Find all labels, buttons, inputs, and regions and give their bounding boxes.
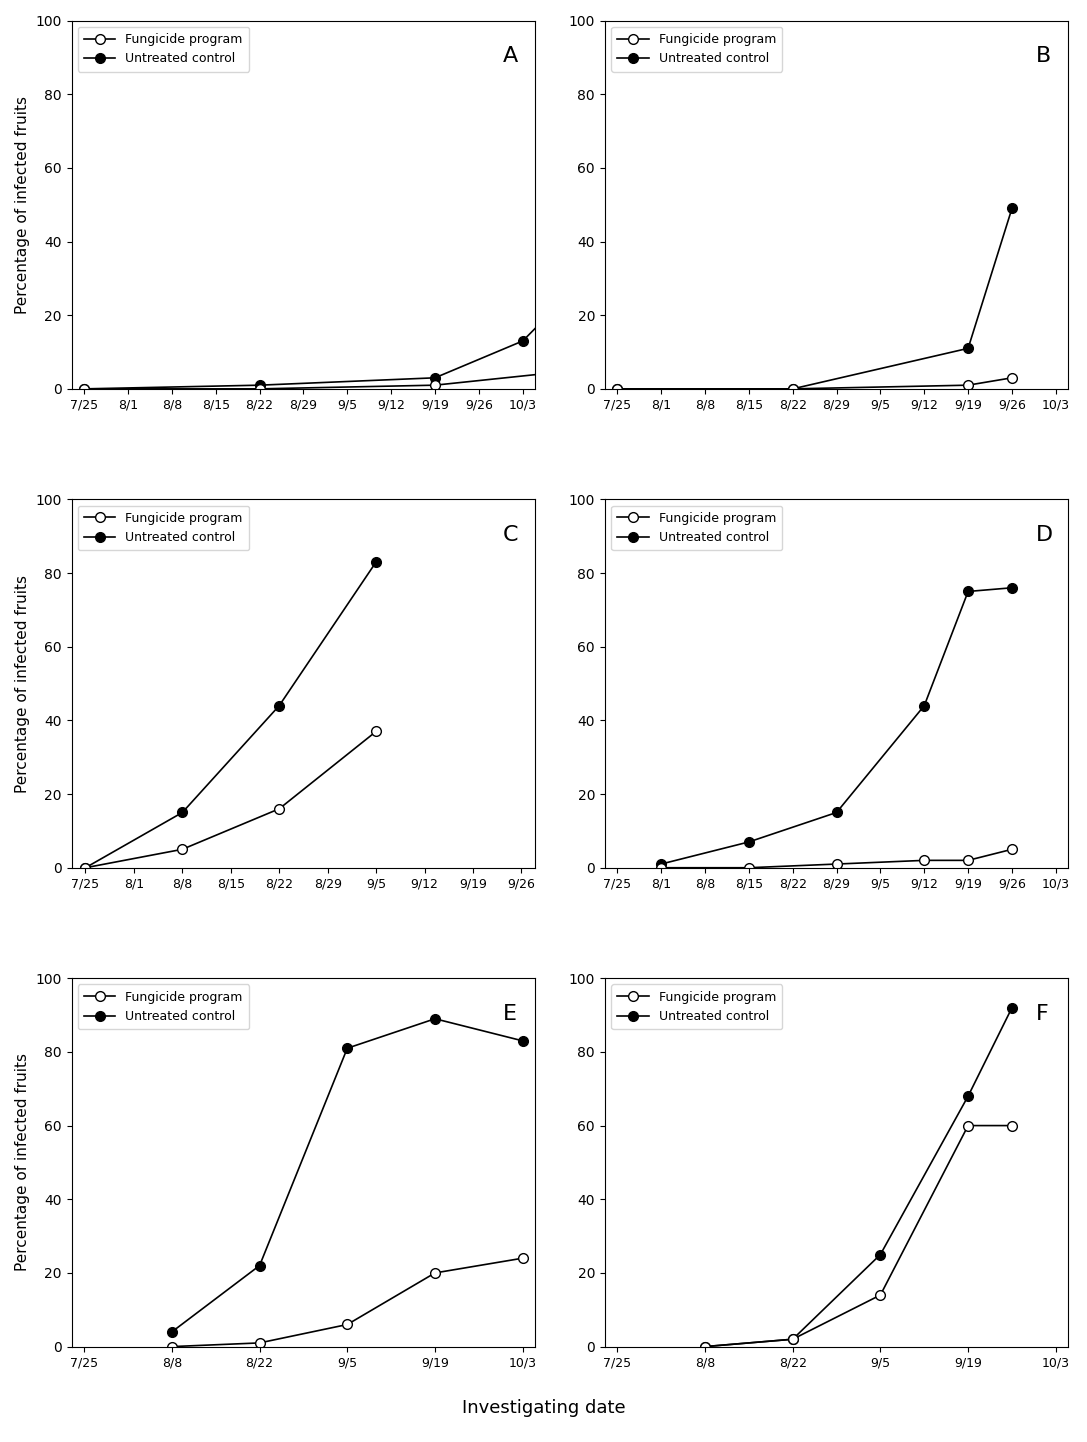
Untreated control (516, 332, 529, 349)
Untreated control (742, 833, 755, 851)
Fungicide program (786, 1331, 799, 1348)
Fungicide program (1005, 1118, 1019, 1135)
Legend: Fungicide program, Untreated control: Fungicide program, Untreated control (78, 985, 249, 1030)
Fungicide program (340, 1317, 353, 1334)
Line: Untreated control: Untreated control (700, 1002, 1016, 1351)
Y-axis label: Percentage of infected fruits: Percentage of infected fruits (15, 574, 30, 793)
Untreated control (77, 381, 90, 398)
Line: Untreated control: Untreated control (167, 1014, 527, 1337)
Untreated control (428, 369, 441, 386)
Fungicide program (742, 859, 755, 877)
Line: Untreated control: Untreated control (612, 203, 1016, 394)
Line: Fungicide program: Fungicide program (612, 373, 1016, 394)
Untreated control (428, 1009, 441, 1027)
Fungicide program (428, 1265, 441, 1282)
Untreated control (962, 1087, 975, 1105)
Text: Investigating date: Investigating date (462, 1399, 625, 1417)
Untreated control (786, 1331, 799, 1348)
Legend: Fungicide program, Untreated control: Fungicide program, Untreated control (611, 985, 783, 1030)
Fungicide program (253, 381, 266, 398)
Fungicide program (273, 800, 286, 818)
Fungicide program (604, 358, 617, 375)
Untreated control (611, 381, 624, 398)
Line: Fungicide program: Fungicide program (657, 845, 1016, 872)
Untreated control (370, 554, 383, 571)
Fungicide program (962, 376, 975, 394)
Fungicide program (77, 381, 90, 398)
Text: E: E (503, 1004, 516, 1024)
Fungicide program (165, 1338, 178, 1355)
Fungicide program (370, 722, 383, 740)
Legend: Fungicide program, Untreated control: Fungicide program, Untreated control (78, 27, 249, 72)
Untreated control (253, 1257, 266, 1275)
Untreated control (962, 583, 975, 600)
Fungicide program (1005, 841, 1019, 858)
Untreated control (340, 1040, 353, 1057)
Untreated control (699, 1338, 712, 1355)
Fungicide program (79, 859, 92, 877)
Line: Fungicide program: Fungicide program (167, 1253, 527, 1351)
Fungicide program (699, 1338, 712, 1355)
Untreated control (253, 376, 266, 394)
Line: Fungicide program: Fungicide program (80, 727, 380, 872)
Line: Untreated control: Untreated control (80, 557, 380, 872)
Untreated control (962, 340, 975, 358)
Y-axis label: Percentage of infected fruits: Percentage of infected fruits (15, 1054, 30, 1272)
Text: B: B (1036, 46, 1051, 66)
Fungicide program (253, 1334, 266, 1351)
Fungicide program (917, 852, 930, 870)
Fungicide program (428, 376, 441, 394)
Fungicide program (176, 841, 189, 858)
Untreated control (786, 381, 799, 398)
Untreated control (1005, 580, 1019, 597)
Untreated control (874, 1246, 887, 1263)
Untreated control (917, 696, 930, 714)
Line: Untreated control: Untreated control (79, 248, 615, 394)
Untreated control (165, 1324, 178, 1341)
Text: D: D (1036, 525, 1053, 545)
Fungicide program (611, 381, 624, 398)
Line: Fungicide program: Fungicide program (79, 362, 615, 394)
Legend: Fungicide program, Untreated control: Fungicide program, Untreated control (611, 506, 783, 551)
Fungicide program (830, 855, 844, 872)
Untreated control (273, 696, 286, 714)
Fungicide program (654, 859, 667, 877)
Fungicide program (962, 1118, 975, 1135)
Fungicide program (874, 1286, 887, 1304)
Text: C: C (503, 525, 518, 545)
Line: Untreated control: Untreated control (657, 583, 1016, 870)
Fungicide program (786, 381, 799, 398)
Untreated control (79, 859, 92, 877)
Legend: Fungicide program, Untreated control: Fungicide program, Untreated control (78, 506, 249, 551)
Untreated control (1005, 999, 1019, 1017)
Untreated control (654, 855, 667, 872)
Fungicide program (516, 1250, 529, 1268)
Legend: Fungicide program, Untreated control: Fungicide program, Untreated control (611, 27, 783, 72)
Untreated control (516, 1032, 529, 1050)
Text: F: F (1036, 1004, 1049, 1024)
Untreated control (1005, 199, 1019, 216)
Line: Fungicide program: Fungicide program (700, 1120, 1016, 1351)
Untreated control (604, 244, 617, 261)
Fungicide program (1005, 369, 1019, 386)
Untreated control (830, 803, 844, 820)
Text: A: A (503, 46, 518, 66)
Untreated control (176, 803, 189, 820)
Fungicide program (962, 852, 975, 870)
Y-axis label: Percentage of infected fruits: Percentage of infected fruits (15, 95, 30, 314)
